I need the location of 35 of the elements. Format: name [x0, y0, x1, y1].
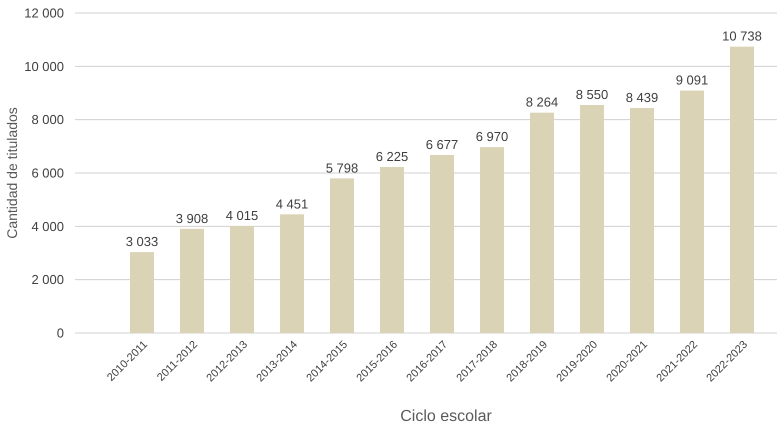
- data-label: 10 738: [722, 28, 762, 44]
- y-tick-label: 6 000: [31, 166, 64, 181]
- y-tick-label: 10 000: [24, 58, 64, 74]
- y-axis-title: Cantidad de titulados: [4, 107, 20, 239]
- bar: [430, 154, 454, 333]
- bar: [380, 167, 404, 333]
- bar: [480, 147, 504, 333]
- bar: [230, 226, 254, 333]
- x-axis-title: Ciclo escolar: [400, 408, 492, 425]
- y-tick-label: 0: [56, 326, 64, 341]
- y-tick-label: 12 000: [24, 6, 64, 21]
- bar: [130, 252, 154, 333]
- data-label: 4 451: [276, 196, 308, 212]
- bar: [580, 105, 604, 333]
- bar: [730, 46, 754, 333]
- data-label: 5 798: [326, 160, 358, 176]
- data-label: 8 550: [576, 87, 608, 102]
- bar: [180, 228, 204, 333]
- bar: [630, 108, 654, 333]
- data-label: 3 033: [126, 234, 158, 250]
- data-label: 8 264: [526, 94, 558, 110]
- bar: [280, 214, 304, 333]
- data-label: 8 439: [626, 90, 658, 105]
- y-tick-label: 2 000: [31, 272, 64, 288]
- y-tick-label: 4 000: [31, 218, 64, 234]
- data-label: 6 225: [376, 149, 408, 164]
- bar: [330, 178, 354, 333]
- data-label: 6 677: [426, 136, 458, 152]
- data-label: 3 908: [176, 210, 208, 226]
- data-label: 9 091: [676, 72, 708, 88]
- bar: [680, 90, 704, 333]
- bar: [530, 112, 554, 333]
- y-tick-label: 8 000: [31, 112, 64, 128]
- data-label: 6 970: [476, 129, 508, 144]
- data-label: 4 015: [226, 208, 258, 223]
